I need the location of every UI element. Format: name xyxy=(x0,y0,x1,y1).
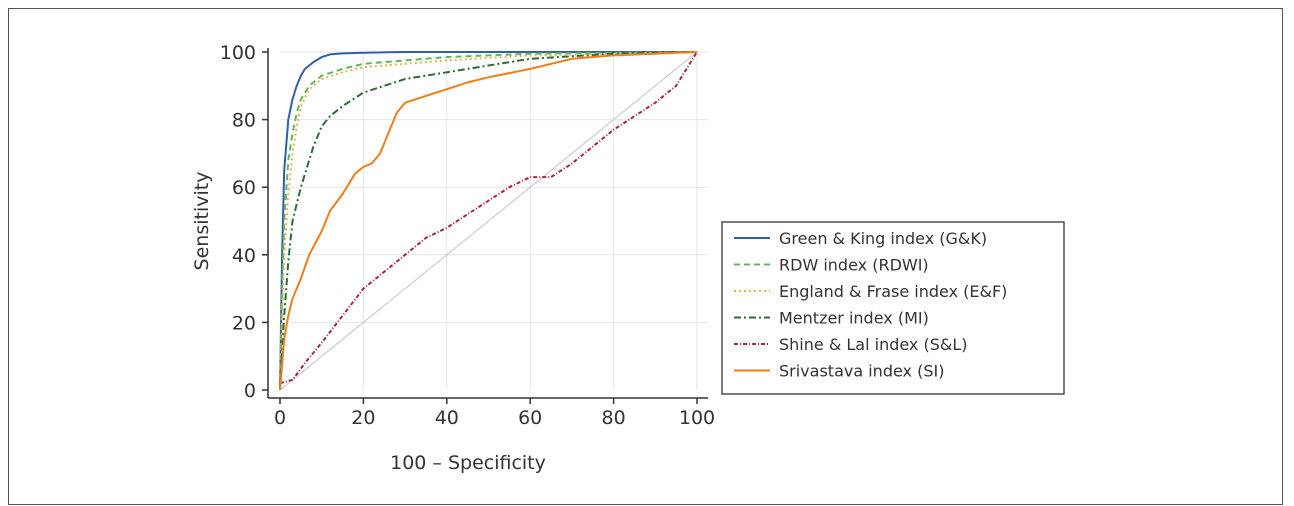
legend-box xyxy=(721,221,1065,395)
x-tick-label: 100 xyxy=(679,407,715,429)
y-ticks: 0 20 40 60 80 100 xyxy=(220,42,268,402)
series-line-4 xyxy=(279,51,698,385)
series-line-5 xyxy=(279,51,698,391)
series-line-2 xyxy=(279,51,698,391)
legend-label: England & Frase index (E&F) xyxy=(779,282,1007,301)
figure-frame xyxy=(8,8,1283,505)
x-tick-label: 80 xyxy=(602,407,626,429)
series-line-0 xyxy=(279,51,697,391)
y-tick-label: 60 xyxy=(232,177,256,199)
y-tick-label: 40 xyxy=(232,245,256,267)
y-tick-label: 20 xyxy=(232,312,256,334)
y-tick-label: 80 xyxy=(232,110,256,132)
y-tick-label: 100 xyxy=(220,42,256,64)
x-tick-label: 20 xyxy=(351,407,375,429)
series-group xyxy=(279,51,698,391)
grid xyxy=(280,51,708,390)
legend-label: Green & King index (G&K) xyxy=(779,229,987,248)
axes xyxy=(267,48,708,399)
x-tick-label: 0 xyxy=(274,407,286,429)
y-axis-label: Sensitivity xyxy=(191,172,213,271)
x-tick-label: 40 xyxy=(435,407,459,429)
y-tick-label: 0 xyxy=(244,380,256,402)
legend: Green & King index (G&K) RDW index (RDWI)… xyxy=(721,221,1065,395)
x-tick-label: 60 xyxy=(518,407,542,429)
legend-label: Shine & Lal index (S&L) xyxy=(779,335,968,354)
legend-label: Mentzer index (MI) xyxy=(779,309,929,328)
reference-diagonal xyxy=(279,51,698,391)
legend-label: Srivastava index (SI) xyxy=(779,362,944,381)
legend-label: RDW index (RDWI) xyxy=(779,256,929,275)
x-ticks: 0 20 40 60 80 100 xyxy=(274,398,715,429)
x-axis-label: 100 – Specificity xyxy=(390,452,546,474)
series-line-3 xyxy=(279,51,698,391)
